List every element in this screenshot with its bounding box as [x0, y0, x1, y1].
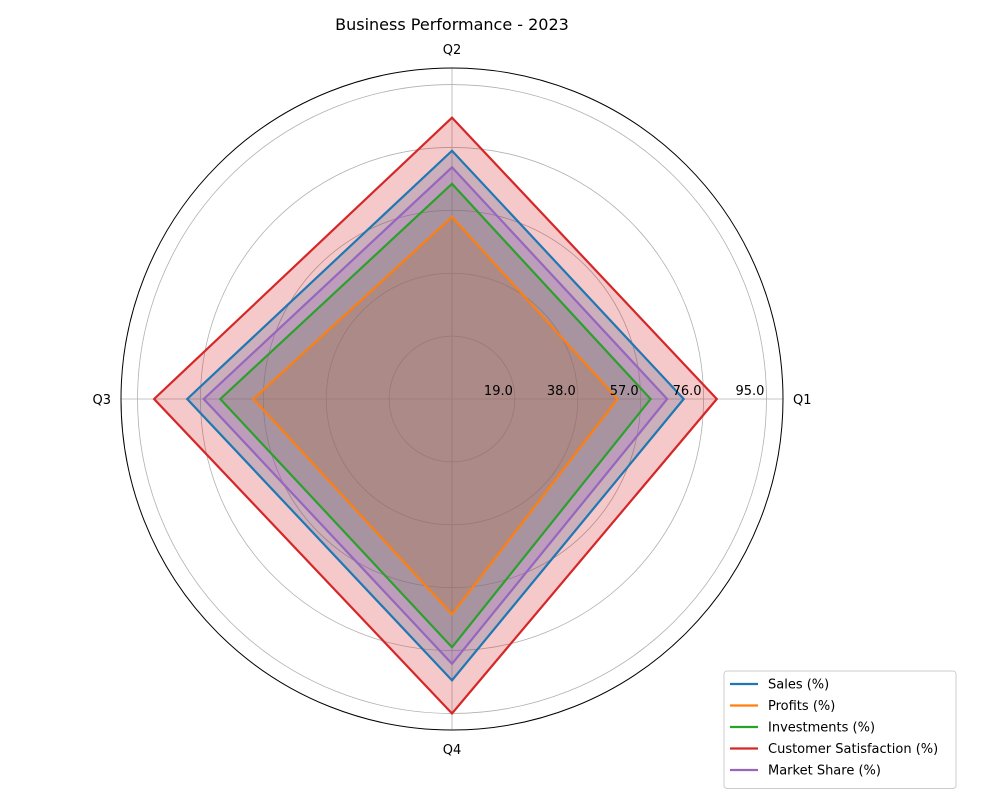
legend-label-1: Profits (%) [768, 699, 835, 714]
category-label-q4: Q4 [443, 743, 462, 758]
r-tick-label-1: 38.0 [547, 384, 576, 399]
series-line-2 [218, 182, 653, 649]
series-fill-4 [203, 167, 668, 664]
legend-label-3: Customer Satisfaction (%) [768, 742, 938, 757]
legend: Sales (%) Profits (%) Investments (%) Custo… [723, 670, 957, 789]
series-fills [154, 117, 717, 714]
outer-frame [120, 67, 784, 731]
category-label-q2: Q2 [443, 43, 462, 58]
legend-label-0: Sales (%) [768, 678, 829, 693]
legend-box [723, 670, 957, 789]
category-label-q3: Q3 [92, 393, 111, 408]
r-tick-label-3: 76.0 [673, 384, 702, 399]
radial-tick-labels: 19.0 38.0 57.0 76.0 95.0 [484, 384, 765, 399]
r-tick-label-0: 19.0 [484, 384, 513, 399]
series-line-0 [185, 149, 686, 683]
series-line-4 [202, 165, 669, 666]
series-line-3 [152, 116, 719, 716]
legend-label-4: Market Share (%) [768, 764, 881, 779]
chart-title: Business Performance - 2023 [335, 15, 569, 34]
category-label-q1: Q1 [793, 393, 812, 408]
legend-label-2: Investments (%) [768, 721, 875, 736]
series-lines [152, 116, 719, 716]
category-labels: Q1 Q2 Q3 Q4 [92, 43, 811, 758]
series-line-1 [251, 215, 619, 616]
r-tick-label-2: 57.0 [610, 384, 639, 399]
r-tick-label-4: 95.0 [735, 384, 764, 399]
